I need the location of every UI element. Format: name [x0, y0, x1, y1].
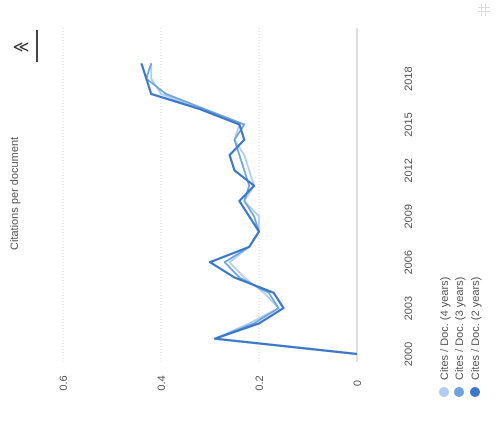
- legend-label: Cites / Doc. (3 years): [454, 277, 466, 380]
- grid-icon[interactable]: [478, 4, 490, 16]
- series-lines: [140, 62, 358, 356]
- legend-swatch: [439, 387, 449, 397]
- x-tick-label-2009: 2009: [403, 204, 415, 228]
- zoom-tool-button[interactable]: ≪: [8, 34, 34, 60]
- series-line-1: [150, 63, 358, 355]
- legend-item-2[interactable]: Cites / Doc. (3 years): [454, 277, 466, 397]
- legend-label: Cites / Doc. (2 years): [470, 277, 482, 380]
- y-axis-label: Citations per document: [9, 137, 21, 250]
- x-tick-label-2012: 2012: [403, 158, 415, 182]
- y-tick-labels: 0 0.2 0.4 0.6: [58, 375, 364, 390]
- y-tick-label-3: 0.6: [58, 375, 70, 390]
- legend-swatch: [470, 387, 480, 397]
- series-line-2: [145, 63, 358, 355]
- series-line-3: [140, 62, 358, 356]
- y-tick-label-0: 0: [352, 380, 364, 386]
- x-tick-label-2000: 2000: [403, 342, 415, 366]
- legend-label: Cites / Doc. (4 years): [439, 277, 451, 380]
- x-tick-label-2006: 2006: [403, 250, 415, 274]
- y-tick-label-2: 0.4: [156, 375, 168, 390]
- y-tick-label-1: 0.2: [254, 375, 266, 390]
- x-tick-label-2018: 2018: [403, 66, 415, 90]
- legend: Cites / Doc. (4 years) Cites / Doc. (3 ye…: [439, 277, 482, 397]
- legend-swatch: [454, 387, 464, 397]
- x-tick-labels: 2000 2003 2006 2009 2012 2015 2018: [403, 66, 415, 366]
- legend-item-3[interactable]: Cites / Doc. (2 years): [470, 277, 482, 397]
- grid-lines: [62, 28, 358, 362]
- x-tick-label-2015: 2015: [403, 112, 415, 136]
- zoom-tool-icon: ≪: [12, 39, 30, 56]
- legend-item-1[interactable]: Cites / Doc. (4 years): [439, 277, 451, 397]
- active-tool-indicator: [36, 30, 38, 62]
- x-tick-label-2003: 2003: [403, 296, 415, 320]
